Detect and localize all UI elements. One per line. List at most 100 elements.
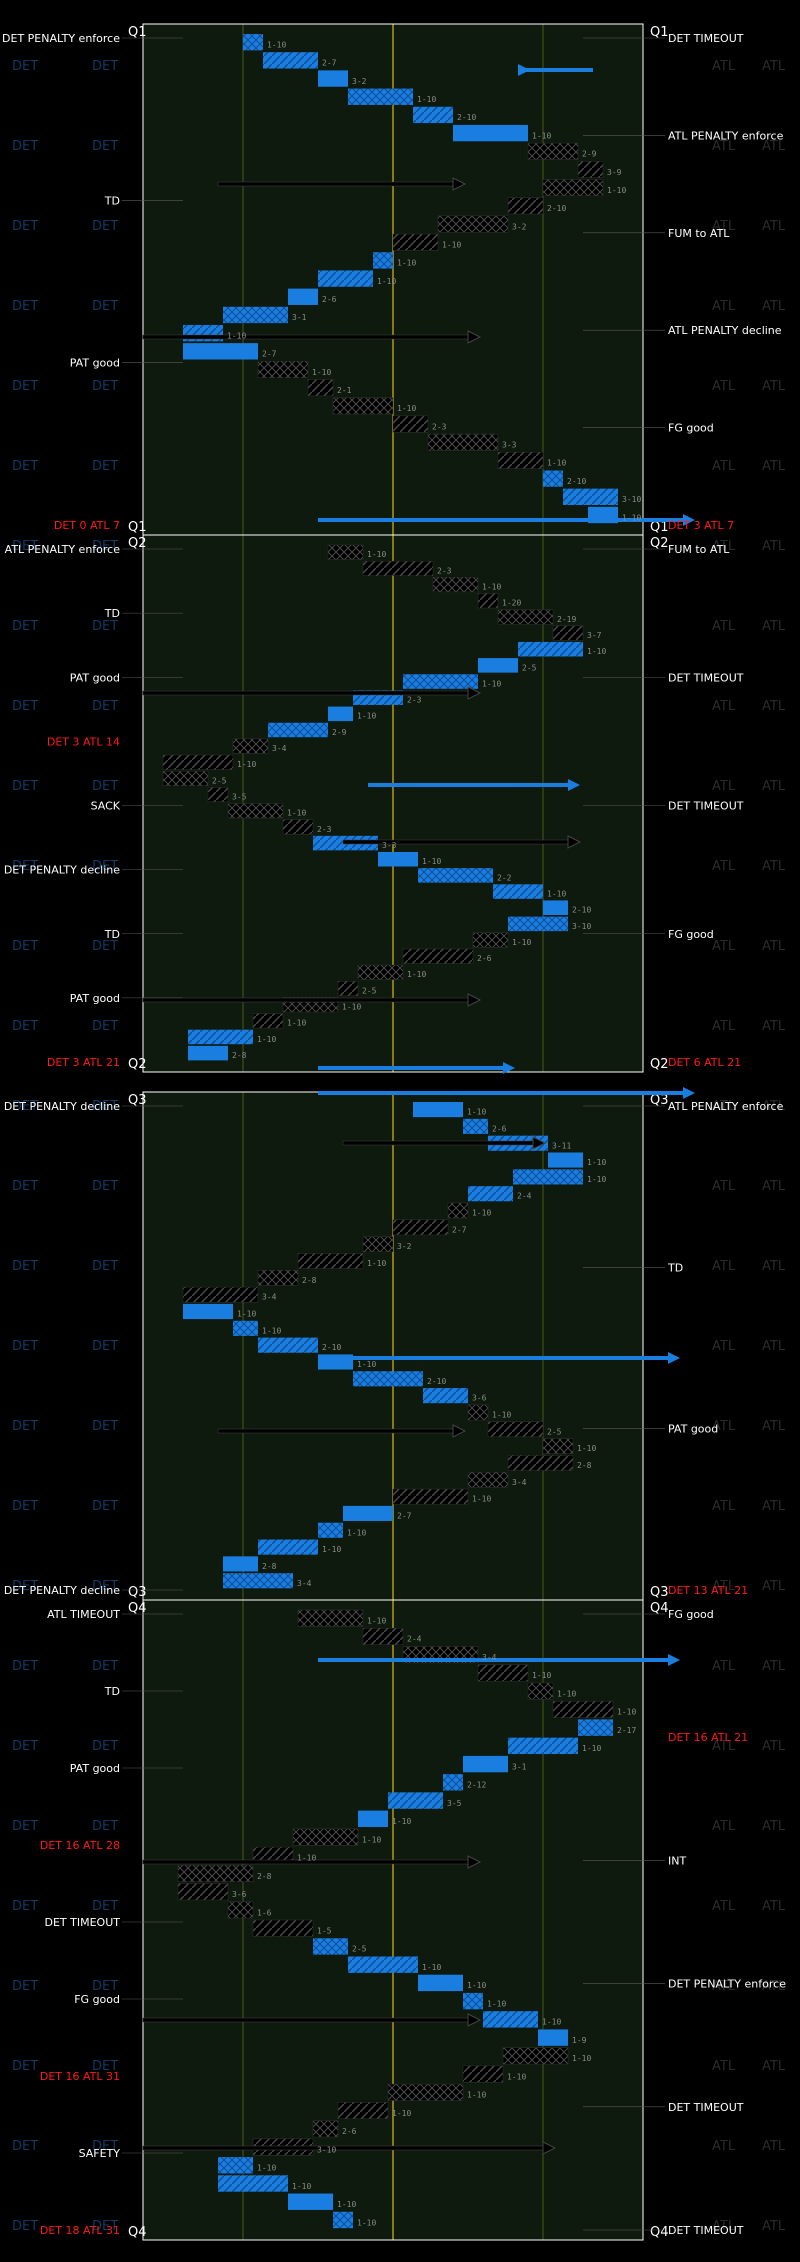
down-label: 3-2 [397, 1242, 412, 1251]
play-bar [292, 1828, 359, 1846]
down-label: 1-10 [362, 1835, 381, 1844]
play-bar [318, 270, 373, 287]
event-label: ATL PENALTY enforce [668, 129, 784, 142]
play-bar [288, 2193, 333, 2210]
ghost-label-det: DET [12, 1179, 38, 1194]
down-label: 3-4 [272, 744, 287, 753]
ghost-label-det: DET [92, 299, 118, 314]
ghost-label-det: DET [12, 699, 38, 714]
play-bar [497, 609, 554, 625]
score-label: DET 16 ATL 28 [40, 1839, 120, 1852]
ghost-label-atl: ATL [712, 1579, 736, 1594]
event-label: FG good [668, 422, 714, 435]
kick-arrow-head [503, 1062, 515, 1074]
kick-arrow [318, 1091, 683, 1095]
play-bar [497, 452, 544, 469]
down-label: 3-5 [232, 793, 247, 802]
ghost-label-atl: ATL [762, 1979, 786, 1994]
down-label: 1-10 [357, 1360, 376, 1369]
kick-arrow [318, 1066, 503, 1070]
kick-arrow-head [467, 330, 482, 344]
score-label: DET 6 ATL 21 [668, 1056, 741, 1069]
down-label: 2-5 [352, 1945, 367, 1954]
play-bar [507, 1455, 574, 1471]
ghost-label-atl: ATL [762, 939, 786, 954]
ghost-label-atl: ATL [762, 859, 786, 874]
kick-arrow [142, 997, 469, 1003]
kick-arrow-head [683, 1087, 695, 1099]
down-label: 1-10 [547, 459, 566, 468]
event-label: TD [104, 1685, 120, 1698]
down-label: 1-10 [532, 1671, 551, 1680]
event-label: FUM to ATL [668, 543, 730, 556]
ghost-label-det: DET [92, 1499, 118, 1514]
ghost-label-atl: ATL [762, 2059, 786, 2074]
down-label: 1-10 [367, 550, 386, 559]
ghost-label-det: DET [92, 379, 118, 394]
kick-arrow-head [532, 1136, 547, 1150]
ghost-label-atl: ATL [712, 2139, 736, 2154]
ghost-label-det: DET [12, 619, 38, 634]
play-bar [403, 674, 478, 689]
down-label: 1-10 [472, 1209, 491, 1218]
ghost-label-det: DET [92, 1259, 118, 1274]
down-label: 1-10 [467, 1108, 486, 1117]
down-label: 1-10 [472, 1495, 491, 1504]
ghost-label-atl: ATL [712, 1019, 736, 1034]
play-bar [478, 658, 518, 673]
quarter-label: Q4 [128, 1601, 147, 1616]
play-bar [357, 964, 404, 980]
ghost-label-det: DET [92, 1579, 118, 1594]
ghost-label-det: DET [12, 1019, 38, 1034]
quarter-label: Q2 [650, 536, 669, 551]
play-bar [542, 179, 604, 197]
score-label: DET 3 ATL 7 [668, 519, 734, 532]
ghost-label-atl: ATL [762, 1099, 786, 1114]
kick-arrow-head [452, 177, 467, 191]
play-bar [453, 124, 528, 142]
ghost-label-atl: ATL [712, 779, 736, 794]
event-label: PAT good [668, 1423, 718, 1436]
ghost-label-atl: ATL [762, 1659, 786, 1674]
ghost-label-layer: DET DET ATL ATL DET DET ATL ATL DET DET ATL ATL DET D… [12, 59, 786, 2234]
down-label: 1-9 [572, 2036, 587, 2045]
down-label: 2-3 [437, 566, 452, 575]
play-bar [563, 488, 618, 505]
play-bar [423, 1388, 468, 1404]
down-label: 1-10 [587, 1158, 606, 1167]
play-bar [392, 1488, 469, 1505]
ghost-label-atl: ATL [712, 1659, 736, 1674]
ghost-label-atl: ATL [712, 539, 736, 554]
event-label: DET PENALTY decline [4, 864, 120, 877]
down-label: 3-9 [607, 168, 622, 177]
play-bar [362, 1627, 404, 1645]
play-bar [348, 88, 413, 105]
event-label: DET PENALTY enforce [668, 1978, 786, 1991]
kick-arrow [142, 2017, 469, 2023]
down-label: 1-10 [312, 368, 331, 377]
event-label: SAFETY [79, 2147, 121, 2160]
ghost-label-det: DET [12, 2059, 38, 2074]
ghost-label-det: DET [12, 2139, 38, 2154]
down-label: 2-9 [582, 150, 597, 159]
down-label: 3-6 [232, 1890, 247, 1899]
play-bar [437, 215, 509, 233]
quarter-label: Q4 [128, 2225, 147, 2240]
kick-arrow-head [467, 686, 482, 700]
down-label: 1-10 [587, 647, 606, 656]
event-label: FG good [74, 1993, 120, 2006]
play-bar [327, 544, 364, 560]
play-bar [392, 415, 429, 433]
kick-arrow [217, 181, 454, 187]
play-bar [467, 1404, 489, 1421]
kick-arrow-head [568, 779, 580, 791]
down-label: 2-8 [302, 1276, 317, 1285]
quarter-label: Q2 [128, 536, 147, 551]
kick-arrow [217, 1428, 454, 1434]
ghost-label-det: DET [92, 2139, 118, 2154]
quarter-label: Q4 [650, 1601, 669, 1616]
play-bar [233, 1320, 258, 1336]
play-bar [207, 787, 229, 803]
down-label: 1-10 [422, 857, 441, 866]
